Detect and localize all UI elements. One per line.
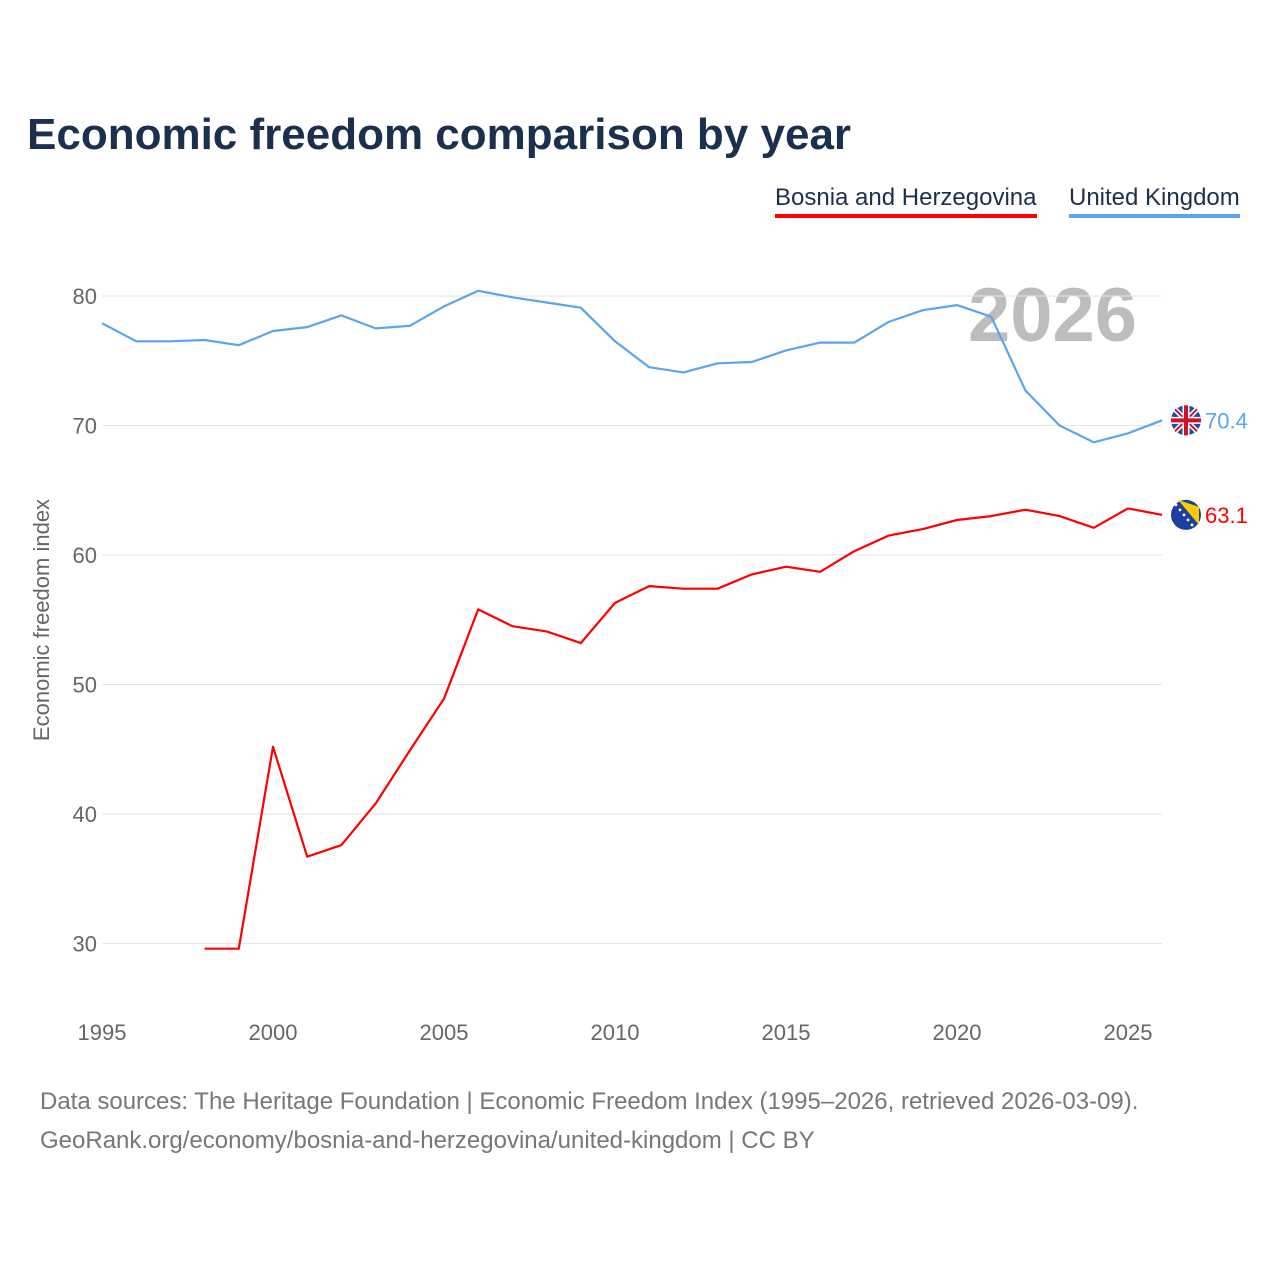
data-point xyxy=(305,325,309,329)
flag-star xyxy=(1174,503,1178,507)
data-point xyxy=(887,320,891,324)
end-value-label: 70.4 xyxy=(1205,408,1248,433)
data-point xyxy=(852,341,856,345)
data-point xyxy=(681,370,685,374)
data-point xyxy=(989,315,993,319)
footer-link[interactable]: GeoRank.org/economy/bosnia-and-herzegovi… xyxy=(40,1127,815,1154)
data-point xyxy=(852,549,856,553)
data-point xyxy=(442,697,446,701)
data-point xyxy=(921,308,925,312)
data-point xyxy=(921,527,925,531)
data-point xyxy=(305,855,309,859)
uk-flag-icon xyxy=(1171,405,1201,436)
data-point xyxy=(613,339,617,343)
data-point xyxy=(237,947,241,951)
data-point xyxy=(203,947,207,951)
series-line-uk xyxy=(101,289,1163,444)
data-point xyxy=(237,343,241,347)
data-point xyxy=(442,304,446,308)
data-point xyxy=(1092,440,1096,444)
y-tick-label: 70 xyxy=(73,414,97,439)
y-tick-label: 80 xyxy=(73,284,97,309)
bosnia-flag-icon xyxy=(1171,499,1201,530)
y-tick-label: 60 xyxy=(73,543,97,568)
y-tick-label: 50 xyxy=(73,673,97,698)
data-point xyxy=(545,300,549,304)
x-tick-label: 2000 xyxy=(249,1020,298,1045)
data-point xyxy=(1058,424,1062,428)
data-point xyxy=(1023,508,1027,512)
data-point xyxy=(750,572,754,576)
flag-star xyxy=(1182,513,1186,517)
data-point xyxy=(339,843,343,847)
data-point xyxy=(100,321,104,325)
data-point xyxy=(271,329,275,333)
data-point xyxy=(271,745,275,749)
chart-title: Economic freedom comparison by year xyxy=(27,110,852,159)
data-point xyxy=(408,749,412,753)
data-point xyxy=(1126,506,1130,510)
x-tick-label: 2010 xyxy=(591,1020,640,1045)
data-point xyxy=(408,324,412,328)
data-point xyxy=(1092,526,1096,530)
data-point xyxy=(134,339,138,343)
x-tick-label: 2015 xyxy=(762,1020,811,1045)
flag-star xyxy=(1190,523,1194,527)
data-point xyxy=(476,289,480,293)
data-point xyxy=(579,306,583,310)
data-point xyxy=(887,534,891,538)
data-point xyxy=(203,338,207,342)
data-point xyxy=(818,341,822,345)
data-point xyxy=(784,565,788,569)
legend-uk[interactable]: United Kingdom xyxy=(1069,184,1240,218)
x-tick-label: 2005 xyxy=(420,1020,469,1045)
footer-sources: Data sources: The Heritage Foundation | … xyxy=(40,1088,1139,1115)
data-point xyxy=(476,607,480,611)
data-point xyxy=(339,313,343,317)
data-point xyxy=(955,518,959,522)
data-point xyxy=(750,360,754,364)
data-point xyxy=(579,641,583,645)
data-point xyxy=(818,570,822,574)
data-point xyxy=(510,295,514,299)
data-point xyxy=(681,587,685,591)
x-tick-label: 2025 xyxy=(1104,1020,1153,1045)
data-point xyxy=(545,629,549,633)
data-point xyxy=(374,326,378,330)
data-point xyxy=(784,348,788,352)
data-point xyxy=(1126,431,1130,435)
y-tick-label: 30 xyxy=(73,932,97,957)
data-point xyxy=(168,339,172,343)
data-point xyxy=(716,587,720,591)
data-point xyxy=(1160,418,1164,422)
data-point xyxy=(1023,389,1027,393)
current-year-label: 2026 xyxy=(968,273,1138,358)
data-point xyxy=(374,802,378,806)
flag-cross xyxy=(1171,405,1201,436)
flag-star xyxy=(1178,508,1182,512)
data-point xyxy=(647,365,651,369)
y-tick-label: 40 xyxy=(73,802,97,827)
data-point xyxy=(613,601,617,605)
data-point xyxy=(1058,514,1062,518)
flag-triangle xyxy=(1178,499,1199,525)
data-point xyxy=(989,514,993,518)
series-line-bosnia xyxy=(204,507,1163,950)
data-point xyxy=(647,584,651,588)
data-point xyxy=(510,624,514,628)
end-value-label: 63.1 xyxy=(1205,503,1248,528)
data-point xyxy=(955,303,959,307)
x-tick-label: 2020 xyxy=(933,1020,982,1045)
flag-star xyxy=(1186,518,1190,522)
x-tick-label: 1995 xyxy=(78,1020,127,1045)
data-point xyxy=(716,361,720,365)
data-point xyxy=(1160,513,1164,517)
legend-bosnia[interactable]: Bosnia and Herzegovina xyxy=(775,184,1037,218)
